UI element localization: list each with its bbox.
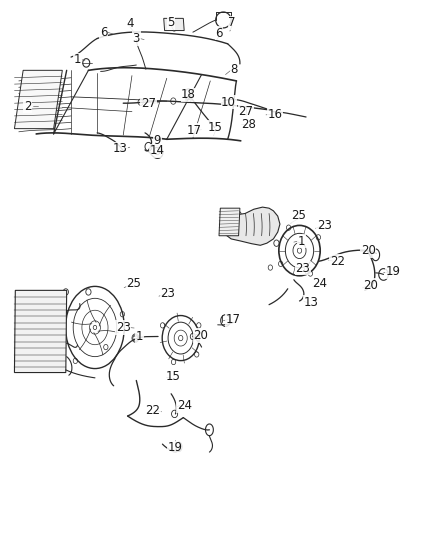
Text: 15: 15 [166, 370, 181, 383]
Text: 22: 22 [145, 404, 160, 417]
Polygon shape [223, 207, 280, 245]
Text: 7: 7 [228, 16, 236, 29]
Polygon shape [219, 208, 240, 236]
Text: 23: 23 [295, 262, 310, 274]
Text: 23: 23 [317, 219, 332, 232]
Text: 25: 25 [126, 277, 141, 290]
Text: 4: 4 [126, 17, 134, 30]
Text: 17: 17 [186, 124, 201, 137]
Text: 13: 13 [304, 296, 319, 309]
Polygon shape [14, 70, 62, 128]
Polygon shape [14, 290, 67, 373]
Text: 25: 25 [291, 209, 306, 222]
Text: 22: 22 [330, 255, 345, 268]
Text: 14: 14 [150, 144, 165, 157]
Text: 6: 6 [215, 27, 223, 39]
Text: 20: 20 [363, 279, 378, 292]
Text: 17: 17 [226, 313, 240, 326]
Text: 6: 6 [100, 26, 107, 38]
Text: 9: 9 [153, 134, 161, 147]
Text: 1: 1 [298, 235, 305, 247]
Text: 23: 23 [116, 321, 131, 334]
Text: 10: 10 [221, 95, 236, 109]
Text: 18: 18 [181, 88, 196, 101]
Text: 20: 20 [193, 329, 208, 342]
Text: 16: 16 [267, 108, 282, 121]
Text: 3: 3 [133, 32, 140, 45]
Text: 1: 1 [136, 330, 144, 343]
Text: 19: 19 [385, 265, 401, 278]
Text: 13: 13 [112, 142, 127, 155]
Text: 27: 27 [238, 105, 254, 118]
Text: 2: 2 [24, 100, 31, 113]
Text: 27: 27 [141, 96, 156, 110]
Text: 19: 19 [168, 441, 183, 454]
Text: 8: 8 [230, 63, 238, 76]
Text: 24: 24 [177, 399, 192, 412]
Text: 24: 24 [312, 277, 328, 290]
Text: 23: 23 [160, 287, 175, 300]
Text: 20: 20 [361, 244, 376, 257]
Text: 1: 1 [74, 53, 81, 66]
Polygon shape [164, 18, 184, 30]
Text: 15: 15 [208, 121, 223, 134]
Text: 5: 5 [167, 16, 175, 29]
Text: 28: 28 [241, 118, 256, 131]
